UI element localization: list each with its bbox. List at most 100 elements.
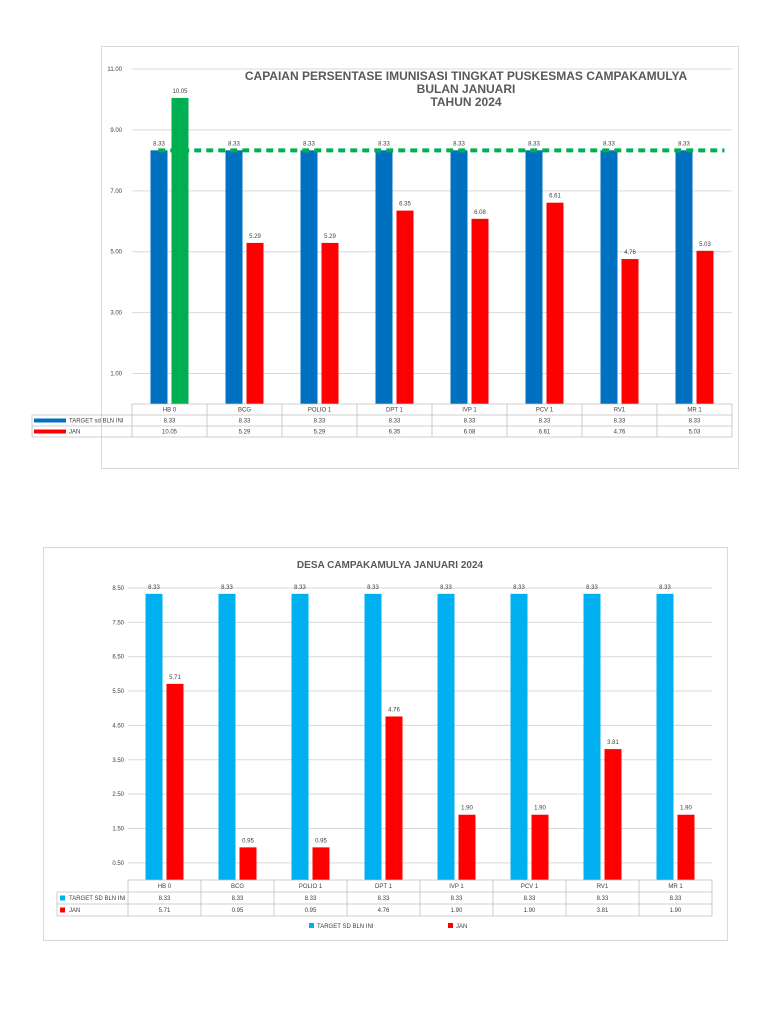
chart-puskesmas: CAPAIAN PERSENTASE IMUNISASI TINGKAT PUS… [31, 46, 739, 469]
table-value: 4.76 [378, 908, 390, 914]
table-value: 8.33 [378, 896, 390, 902]
data-label: 8.33 [659, 585, 671, 591]
y-tick-label: 9.00 [110, 128, 122, 134]
table-value: 8.33 [389, 419, 401, 425]
data-label: 1.90 [534, 806, 546, 812]
y-tick-label: 4.50 [112, 723, 124, 729]
legend-key [448, 923, 453, 928]
legend-label: TARGET SD BLN INI [317, 924, 374, 930]
bar-target [375, 150, 393, 404]
table-value: 6.35 [389, 430, 401, 436]
table-value: 10.05 [162, 430, 178, 436]
table-value: 3.81 [597, 908, 609, 914]
table-value: 6.61 [539, 430, 551, 436]
y-tick-label: 2.50 [112, 792, 124, 798]
data-label: 8.33 [586, 585, 598, 591]
data-label: 1.90 [680, 806, 692, 812]
data-label: 10.05 [172, 89, 188, 95]
bar-jan [621, 259, 639, 404]
chart-desa-svg: DESA CAMPAKAMULYA JANUARI 2024 0.50 1.50 2.… [56, 560, 713, 930]
bar-target [291, 593, 309, 880]
category-label: POLIO 1 [299, 884, 323, 890]
table-value: 8.33 [597, 896, 609, 902]
data-label: 6.35 [399, 202, 411, 208]
table-value: 0.95 [305, 908, 317, 914]
table-value: 8.33 [539, 419, 551, 425]
data-label: 1.90 [461, 806, 473, 812]
bar-target [675, 150, 693, 404]
bar-jan [604, 749, 622, 880]
category-label: DPT 1 [375, 884, 393, 890]
bar-jan [246, 242, 264, 404]
chart-subtitle: BULAN JANUARI [417, 82, 516, 96]
table-value: 5.29 [314, 430, 326, 436]
chart-puskesmas-svg: CAPAIAN PERSENTASE IMUNISASI TINGKAT PUS… [31, 67, 733, 438]
data-label: 4.76 [624, 250, 636, 256]
data-label: 8.33 [303, 141, 315, 147]
category-label: HB 0 [163, 408, 177, 414]
data-label: 8.33 [678, 141, 690, 147]
bar-target [145, 593, 163, 880]
table-value: 8.33 [524, 896, 536, 902]
legend-key [60, 907, 65, 913]
bar-jan [546, 202, 564, 404]
table-value: 8.33 [670, 896, 682, 902]
legend-label: TARGET SD BLN INI [69, 896, 126, 902]
bar-target [225, 150, 243, 404]
table-value: 8.33 [232, 896, 244, 902]
legend-label: JAN [456, 924, 467, 930]
data-label: 0.95 [242, 838, 254, 844]
bar-jan [471, 218, 489, 404]
table-value: 8.33 [689, 419, 701, 425]
table-value: 8.33 [451, 896, 463, 902]
data-label: 8.33 [228, 141, 240, 147]
y-tick-label: 1.50 [112, 826, 124, 832]
table-value: 8.33 [314, 419, 326, 425]
y-tick-label: 8.50 [112, 586, 124, 592]
category-label: RV1 [597, 884, 609, 890]
category-label: POLIO 1 [308, 408, 332, 414]
table-value: 1.90 [524, 908, 536, 914]
data-label: 5.29 [249, 234, 261, 240]
legend-key [34, 429, 66, 434]
data-label: 8.33 [294, 585, 306, 591]
data-label: 8.33 [367, 585, 379, 591]
data-label: 4.76 [388, 707, 400, 713]
category-label: MR 1 [687, 408, 702, 414]
bar-target [583, 593, 601, 880]
bar-jan [239, 847, 257, 880]
category-label: IVP 1 [449, 884, 464, 890]
bar-target [300, 150, 318, 404]
bar-jan [385, 716, 403, 880]
bar-target [150, 150, 168, 404]
category-label: DPT 1 [386, 408, 404, 414]
data-label: 0.95 [315, 838, 327, 844]
legend-key [60, 895, 65, 901]
y-tick-label: 3.00 [110, 311, 122, 317]
legend-label: TARGET sd BLN INI [69, 419, 124, 425]
legend-key [309, 923, 314, 928]
bar-jan [312, 847, 330, 880]
bar-jan [531, 814, 549, 880]
bar-jan [458, 814, 476, 880]
table-value: 8.33 [239, 419, 251, 425]
legend-label: JAN [69, 430, 80, 436]
table-value: 8.33 [164, 419, 176, 425]
bar-jan [321, 242, 339, 404]
table-value: 8.33 [464, 419, 476, 425]
bar-target [525, 150, 543, 404]
data-label: 6.08 [474, 210, 486, 216]
bar-target [656, 593, 674, 880]
category-label: RV1 [614, 408, 626, 414]
data-label: 8.33 [528, 141, 540, 147]
y-tick-label: 7.50 [112, 620, 124, 626]
category-label: IVP 1 [462, 408, 477, 414]
bar-target [450, 150, 468, 404]
chart-subtitle: TAHUN 2024 [430, 95, 501, 109]
table-value: 8.33 [159, 896, 171, 902]
data-label: 3.81 [607, 740, 619, 746]
data-label: 6.61 [549, 194, 561, 200]
category-label: BCG [231, 884, 244, 890]
bar-jan [696, 250, 714, 404]
y-tick-label: 7.00 [110, 189, 122, 195]
